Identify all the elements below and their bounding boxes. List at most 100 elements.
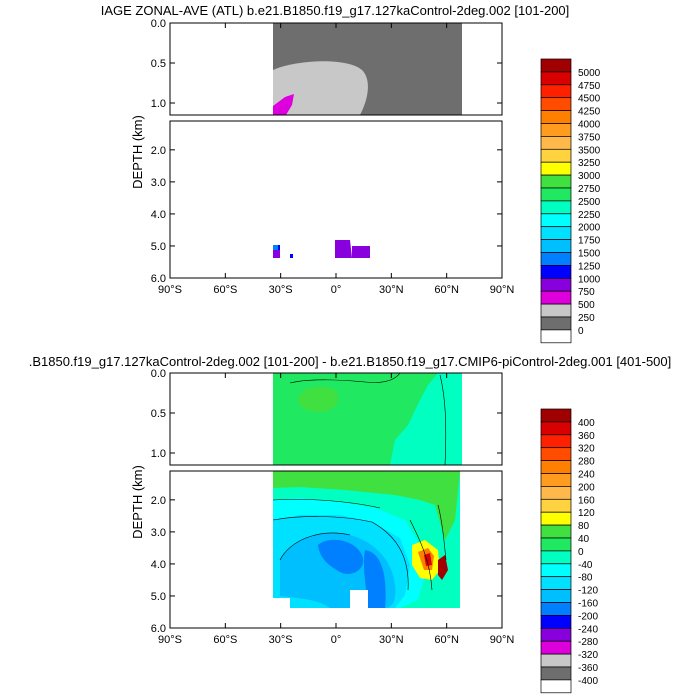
colorbar-swatch bbox=[540, 84, 572, 99]
colorbar-label: 120 bbox=[578, 508, 595, 519]
y-tick-label: 2.0 bbox=[151, 495, 166, 507]
colorbar-label: -200 bbox=[578, 611, 598, 622]
y-tick-label: 4.0 bbox=[151, 559, 166, 571]
colorbar-label: -240 bbox=[578, 624, 598, 635]
diff-contour-upper-cyan bbox=[390, 373, 462, 465]
colorbar-swatch bbox=[540, 58, 572, 73]
panel-age-y-ticks: 0.0 0.5 1.0 2.0 3.0 4.0 5.0 6.0 bbox=[151, 18, 502, 285]
colorbar-label: 80 bbox=[578, 521, 590, 532]
colorbar-swatch bbox=[540, 303, 572, 318]
colorbar-label: 1500 bbox=[578, 249, 601, 260]
colorbar-swatch bbox=[540, 602, 572, 616]
y-tick-label: 6.0 bbox=[151, 273, 166, 285]
y-tick-label: 2.0 bbox=[151, 145, 166, 157]
y-tick-label: 0.5 bbox=[151, 408, 166, 420]
colorbar-label: 320 bbox=[578, 444, 595, 455]
panel-age-lower-field bbox=[170, 121, 502, 278]
colorbar-label: -360 bbox=[578, 663, 598, 674]
panel-age-upper-field bbox=[273, 23, 462, 115]
colorbar-swatch bbox=[540, 123, 572, 137]
diff-contour-upper-line-2 bbox=[439, 374, 447, 465]
colorbar-swatch bbox=[540, 421, 572, 436]
colorbar-label: 400 bbox=[578, 418, 595, 429]
colorbar-swatch bbox=[540, 511, 572, 526]
colorbar-swatch bbox=[540, 460, 572, 474]
x-tick-label: 60°S bbox=[213, 284, 237, 296]
x-tick-label: 30°N bbox=[379, 284, 404, 296]
colorbar-swatch bbox=[540, 174, 572, 189]
colorbar-label: 2750 bbox=[578, 184, 601, 195]
colorbar-label: 0 bbox=[578, 326, 584, 337]
colorbar-swatch bbox=[540, 213, 572, 228]
colorbar-swatch bbox=[540, 148, 572, 163]
age-contour-500-upper bbox=[273, 94, 294, 115]
colorbar-label: 5000 bbox=[578, 68, 601, 79]
y-tick-label: 0.5 bbox=[151, 58, 166, 70]
colorbar-swatch bbox=[540, 290, 572, 305]
colorbar-swatch bbox=[540, 486, 572, 500]
colorbar-label: 1250 bbox=[578, 261, 601, 272]
colorbar-swatch bbox=[540, 226, 572, 240]
colorbar-swatch bbox=[540, 627, 572, 642]
x-tick-label: 90°S bbox=[158, 634, 182, 646]
colorbar-swatch bbox=[540, 679, 572, 694]
panel-age-title: IAGE ZONAL-AVE (ATL) b.e21.B1850.f19_g17… bbox=[101, 3, 570, 18]
y-tick-label: 5.0 bbox=[151, 591, 166, 603]
colorbar-label: 750 bbox=[578, 287, 595, 298]
age-land-mask bbox=[170, 121, 502, 278]
panel-diff-title: .B1850.f19_g17.127kaControl-2deg.002 [10… bbox=[29, 354, 672, 369]
x-tick-label: 90°N bbox=[490, 284, 515, 296]
colorbar-label: 280 bbox=[578, 457, 595, 468]
x-tick-label: 60°S bbox=[213, 634, 237, 646]
colorbar-label: -160 bbox=[578, 599, 598, 610]
colorbar-swatch bbox=[540, 329, 572, 344]
panel-age: IAGE ZONAL-AVE (ATL) b.e21.B1850.f19_g17… bbox=[101, 3, 601, 344]
panel-diff-lower-field bbox=[170, 471, 502, 628]
colorbar-swatch bbox=[540, 640, 572, 655]
x-tick-label: 30°N bbox=[379, 634, 404, 646]
x-tick-label: 0° bbox=[331, 634, 342, 646]
x-tick-label: 0° bbox=[331, 284, 342, 296]
diff-contour-lower-green-strip bbox=[273, 471, 460, 540]
diff-contour-lower-lines bbox=[272, 498, 447, 591]
colorbar-label: 240 bbox=[578, 470, 595, 481]
panel-diff-y-ticks: 0.0 0.5 1.0 2.0 3.0 4.0 5.0 6.0 bbox=[151, 368, 502, 635]
y-tick-label: 0.0 bbox=[151, 368, 166, 380]
panel-age-ylabel: DEPTH (km) bbox=[130, 115, 145, 189]
colorbar-swatch bbox=[540, 408, 572, 423]
y-tick-label: 3.0 bbox=[151, 177, 166, 189]
diff-contour-lower-red bbox=[424, 553, 432, 566]
panel-diff-ylabel: DEPTH (km) bbox=[130, 465, 145, 539]
y-tick-label: 6.0 bbox=[151, 623, 166, 635]
colorbar-swatch bbox=[540, 473, 572, 487]
colorbar-swatch bbox=[540, 653, 572, 668]
colorbar-swatch bbox=[540, 576, 572, 590]
colorbar-label: 4000 bbox=[578, 120, 601, 131]
colorbar-swatch bbox=[540, 524, 572, 539]
colorbar-label: -80 bbox=[578, 573, 593, 584]
diff-contour-upper-green bbox=[298, 386, 339, 412]
colorbar-swatch bbox=[540, 161, 572, 176]
x-tick-label: 30°S bbox=[269, 634, 293, 646]
x-tick-label: 90°N bbox=[490, 634, 515, 646]
colorbar-label: 200 bbox=[578, 482, 595, 493]
colorbar-swatch bbox=[540, 136, 572, 150]
colorbar-swatch bbox=[540, 615, 572, 629]
colorbar-swatch bbox=[540, 252, 572, 266]
x-tick-label: 30°S bbox=[269, 284, 293, 296]
colorbar-swatch bbox=[540, 550, 572, 565]
colorbar-label: -400 bbox=[578, 676, 598, 687]
age-contour-0-band bbox=[273, 23, 462, 115]
panel-diff: .B1850.f19_g17.127kaControl-2deg.002 [10… bbox=[29, 354, 672, 694]
x-tick-label: 90°S bbox=[158, 284, 182, 296]
diff-contour-lower-darkred bbox=[438, 555, 448, 580]
diff-contour-upper-line-1 bbox=[289, 373, 401, 384]
colorbar-swatch bbox=[540, 277, 572, 292]
colorbar-label: 3500 bbox=[578, 145, 601, 156]
x-tick-label: 60°N bbox=[434, 634, 459, 646]
colorbar-swatch bbox=[540, 200, 572, 215]
y-tick-label: 1.0 bbox=[151, 448, 166, 460]
colorbar-label: 4250 bbox=[578, 107, 601, 118]
colorbar-swatch bbox=[540, 239, 572, 253]
